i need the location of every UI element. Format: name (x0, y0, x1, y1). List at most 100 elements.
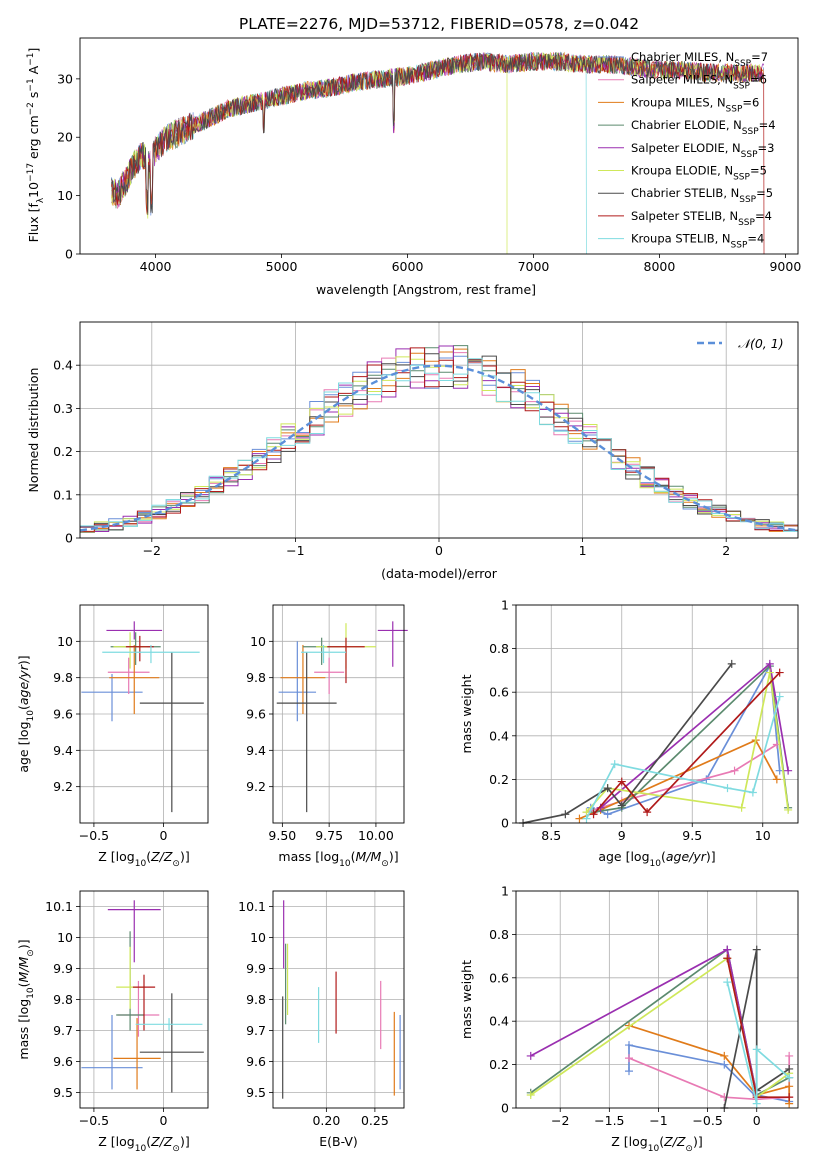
tick-label-x: 0 (435, 543, 443, 558)
errorbar-point (132, 974, 156, 1031)
label-part: mass [log (278, 849, 339, 864)
spectrum-line (111, 52, 765, 215)
label-part: Kroupa STELIB, N (631, 232, 731, 246)
errorbar-point (135, 1018, 203, 1031)
tick-label-y: 9.7 (53, 1023, 73, 1038)
histogram-step (80, 358, 798, 532)
age_vs_mass-xlabel: mass [log10(M/M⊙)] (278, 849, 398, 869)
label-part: Kroupa ELODIE, N (631, 164, 733, 178)
tick-label-y: 0.3 (53, 401, 73, 416)
age_vs_Z-xlabel: Z [log10(Z/Z⊙)] (98, 849, 189, 869)
label-part: ⊙ (685, 1144, 693, 1154)
weight-marker (727, 659, 736, 668)
label-part: s (26, 92, 41, 103)
age_vs_Z-ylabel: age [log10(age/yr)] (16, 655, 36, 772)
weight-marker (775, 668, 784, 677)
label-part: =4 (755, 209, 772, 223)
tick-label-y: 0.4 (489, 1014, 509, 1029)
plot-area (111, 51, 765, 254)
weight-marker (785, 1073, 794, 1082)
tick-label-y: 9.6 (53, 707, 73, 722)
tick-label-x: 9.5 (682, 828, 702, 843)
weight-marker (730, 766, 739, 775)
weight-line (585, 696, 781, 819)
label-part: Z/Z (150, 1134, 173, 1149)
weight-marker (737, 803, 746, 812)
errorbar-point (107, 657, 150, 695)
tick-label-y: 0.1 (53, 487, 73, 502)
tick-label-x: 7000 (518, 259, 550, 274)
weight-line (723, 949, 790, 1109)
weight-marker (603, 810, 612, 819)
tick-label-x: 8000 (644, 259, 676, 274)
tick-label-y: 0.8 (489, 641, 509, 656)
tick-label-x: −0.5 (692, 1113, 722, 1128)
label-part: −17 (26, 163, 36, 182)
label-part: 10 (26, 987, 36, 999)
errorbar-point (109, 644, 160, 714)
weight-marker (723, 945, 732, 954)
label-part: SSP (742, 127, 759, 137)
label-part: )] (389, 849, 399, 864)
label-part: ] (26, 48, 41, 53)
weight-marker (752, 1045, 761, 1054)
tick-label-x: 9 (618, 828, 626, 843)
weight-marker (748, 788, 757, 797)
tick-label-y: 10 (57, 634, 73, 649)
tick-label-y: 9.7 (246, 1023, 266, 1038)
label-part: wavelength [Angstrom, rest frame] (316, 282, 536, 297)
label-part: )] (693, 1134, 703, 1149)
plot-area (519, 659, 793, 827)
tick-label-y: 10 (250, 930, 266, 945)
weight-marker (617, 777, 626, 786)
tick-label-y: 0.2 (489, 772, 509, 787)
errorbar-point (106, 621, 163, 640)
weight-marker (723, 784, 732, 793)
errorbar-point (314, 657, 345, 695)
tick-label-y: 0.4 (53, 358, 73, 373)
errorbar-point (139, 993, 204, 1093)
legend-label: Chabrier ELODIE, NSSP=4 (631, 118, 776, 137)
spectrum-xlabel: wavelength [Angstrom, rest frame] (316, 282, 536, 297)
label-part: ( (661, 849, 666, 864)
label-part: SSP (734, 59, 751, 69)
errorbar-point (113, 632, 147, 669)
label-part: )] (706, 849, 716, 864)
legend-label: Salpeter STELIB, NSSP=4 (631, 209, 772, 228)
spectrum-line (111, 52, 765, 254)
weight-marker (723, 978, 732, 987)
label-part: ( (16, 705, 31, 710)
label-part: Chabrier MILES, N (631, 50, 734, 64)
weight-marker (603, 784, 612, 793)
weight-marker (772, 775, 781, 784)
weight-line (592, 672, 781, 815)
weight-marker (752, 1099, 761, 1108)
label-part: SSP (733, 82, 750, 92)
label-part: mass [log (16, 999, 31, 1060)
label-part: ( (351, 849, 356, 864)
mw_vs_age-ylabel: mass weight (459, 674, 474, 753)
errorbar-point (301, 644, 346, 664)
errorbar-point (327, 637, 365, 684)
tick-label-y: 9.6 (246, 1054, 266, 1069)
residual-legend-label: 𝒩(0, 1) (738, 336, 784, 351)
tick-label-x: −1 (649, 1113, 667, 1128)
tick-label-x: 0.25 (361, 1113, 389, 1128)
tick-label-y: 10 (57, 930, 73, 945)
label-part: Chabrier ELODIE, N (631, 118, 742, 132)
mw_vs_Z-axes: −2 −1.5 −1 −0.5 0 0 0.2 0.4 0.6 0.8 1 (489, 884, 799, 1128)
weight-marker (643, 808, 652, 817)
figure-title: PLATE=2276, MJD=53712, FIBERID=0578, z=0… (239, 15, 639, 33)
legend-label: Kroupa MILES, NSSP=6 (631, 95, 759, 114)
mass_vs_Z-ylabel: mass [log10(M/M⊙)] (16, 939, 36, 1059)
errorbar-point (81, 674, 143, 722)
label-part: Z [log (98, 1134, 134, 1149)
legend-label: Salpeter ELODIE, NSSP=3 (631, 141, 774, 160)
mass_vs_EBV-xlabel: E(B-V) (319, 1134, 358, 1149)
label-part: SSP (738, 218, 755, 228)
errorbar-point (81, 1015, 143, 1090)
age_vs_mass-axes: 9.50 9.75 10.00 9.2 9.4 9.6 9.8 10 (246, 604, 408, 843)
label-part: SSP (739, 195, 756, 205)
